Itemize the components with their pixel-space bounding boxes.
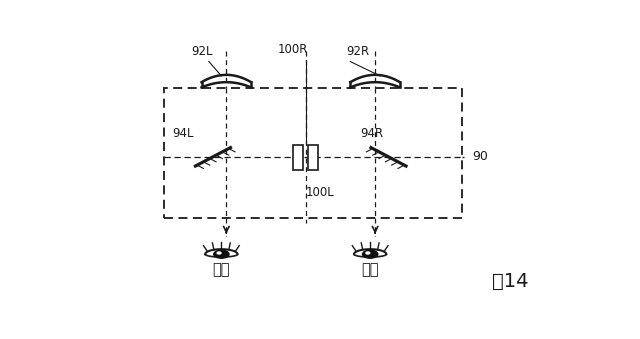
Text: 92R: 92R [346,45,369,58]
Text: 94R: 94R [360,127,383,140]
Circle shape [217,252,221,254]
Text: 92L: 92L [191,45,212,58]
Text: 図14: 図14 [492,272,528,291]
Text: 94L: 94L [172,127,193,140]
Ellipse shape [354,250,387,258]
Bar [164,88,462,218]
Text: 右眼: 右眼 [362,262,379,277]
Text: 100L: 100L [306,185,335,199]
Circle shape [366,252,370,254]
Circle shape [362,250,378,258]
Text: 90: 90 [472,150,488,163]
Bar [308,145,318,170]
Text: 左眼: 左眼 [212,262,230,277]
Ellipse shape [205,250,237,258]
Circle shape [214,250,229,258]
Bar [293,145,303,170]
Text: 100R: 100R [278,43,308,56]
